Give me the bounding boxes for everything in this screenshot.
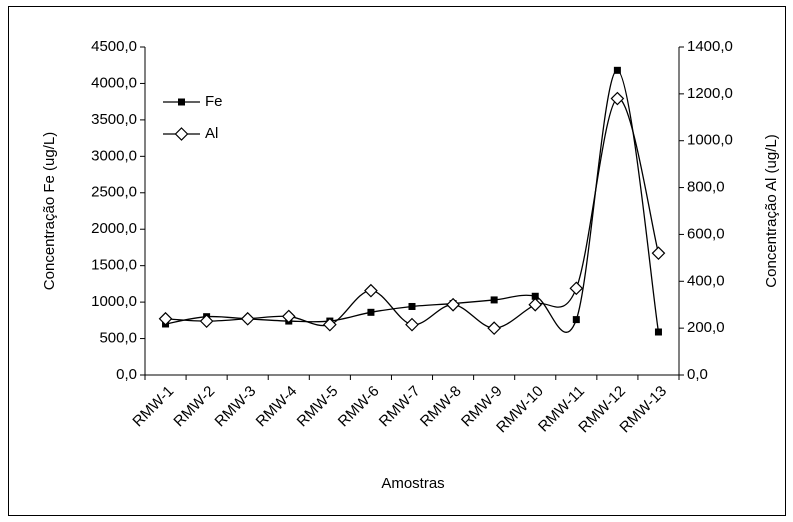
y2-tick-label: 200,0 — [687, 319, 725, 336]
marker — [487, 321, 502, 335]
y-tick-label: 0,0 — [116, 366, 137, 383]
marker — [240, 311, 255, 326]
y2-tick-label: 1400,0 — [687, 38, 733, 55]
series-line — [165, 97, 660, 329]
marker — [199, 314, 214, 328]
chart-border — [8, 6, 786, 516]
marker — [651, 246, 666, 261]
y2-tick-label: 800,0 — [687, 179, 725, 196]
y2-axis-title: Concentração Al (ug/L) — [763, 134, 780, 287]
marker — [528, 297, 543, 312]
x-axis-title: Amostras — [381, 475, 444, 492]
legend-label: Al — [205, 125, 218, 142]
marker — [405, 317, 419, 332]
marker — [569, 281, 584, 296]
y-tick-label: 4500,0 — [91, 38, 137, 55]
marker — [531, 292, 539, 300]
y-tick-label: 500,0 — [99, 330, 137, 347]
marker — [490, 296, 498, 304]
legend-marker — [174, 127, 189, 141]
marker — [364, 283, 378, 298]
marker — [322, 317, 337, 332]
legend-label: Fe — [205, 93, 223, 110]
marker — [367, 308, 375, 316]
y2-tick-label: 1000,0 — [687, 132, 733, 149]
y-tick-label: 2000,0 — [91, 220, 137, 237]
marker — [408, 302, 416, 310]
marker — [610, 91, 625, 106]
y2-tick-label: 1200,0 — [687, 85, 733, 102]
y2-tick-label: 600,0 — [687, 225, 725, 242]
legend-marker — [178, 98, 185, 106]
marker — [281, 309, 296, 324]
y-axis-title: Concentração Fe (ug/L) — [41, 132, 58, 290]
marker — [613, 66, 621, 74]
y-tick-label: 3500,0 — [91, 111, 137, 128]
y-tick-label: 3000,0 — [91, 147, 137, 164]
marker — [446, 297, 460, 312]
y-tick-label: 1500,0 — [91, 257, 137, 274]
y2-tick-label: 0,0 — [687, 366, 708, 383]
marker — [158, 311, 173, 326]
y-tick-label: 4000,0 — [91, 74, 137, 91]
y2-tick-label: 400,0 — [687, 272, 725, 289]
y-tick-label: 1000,0 — [91, 293, 137, 310]
y-tick-label: 2500,0 — [91, 184, 137, 201]
marker — [654, 328, 662, 336]
marker — [572, 316, 580, 324]
